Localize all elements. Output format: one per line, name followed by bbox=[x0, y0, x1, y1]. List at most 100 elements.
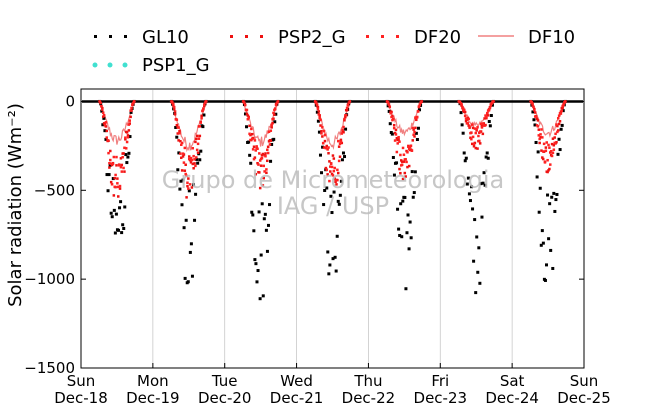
point-gl10-d4-13 bbox=[399, 202, 403, 206]
point-psp2_g-d0-3 bbox=[101, 106, 104, 110]
point-df20-d3-31 bbox=[341, 128, 344, 132]
legend-entry-df10: DF10 bbox=[478, 27, 575, 48]
point-gl10-d0-14 bbox=[112, 208, 116, 212]
legend-entry-psp2_g: PSP2_G bbox=[230, 27, 346, 48]
point-gl10-d4-28 bbox=[414, 131, 418, 135]
point-df20-d1-26 bbox=[193, 158, 196, 161]
point-df20-d6-16 bbox=[543, 161, 547, 164]
point-gl10-d5-7 bbox=[464, 156, 468, 160]
y-tick-label-2: −1000 bbox=[24, 270, 75, 288]
point-df20-d6-3 bbox=[532, 105, 535, 109]
point-gl10-d4-17 bbox=[403, 195, 407, 199]
point-psp2_g-d6-10 bbox=[538, 141, 541, 145]
point-gl10-d4-25 bbox=[411, 195, 415, 199]
point-df20-d4-19 bbox=[402, 153, 406, 157]
point-psp2_g-d2-35 bbox=[273, 113, 276, 116]
point-gl10-d6-26 bbox=[556, 152, 560, 156]
point-df20-d5-12 bbox=[468, 125, 471, 128]
point-df20-d6-6 bbox=[534, 115, 538, 118]
point-df20-d0-4 bbox=[101, 111, 105, 114]
point-df20-d4-7 bbox=[392, 117, 395, 121]
point-df20-d3-30 bbox=[340, 132, 344, 135]
point-df20-d2-23 bbox=[262, 164, 265, 168]
point-psp2_g-d4-11 bbox=[395, 136, 399, 140]
point-psp2_g-d6-36 bbox=[561, 106, 564, 110]
point-psp2_g-d3-19 bbox=[330, 172, 334, 176]
point-psp2_g-d0-20 bbox=[116, 177, 119, 180]
point-psp2_g-d4-14 bbox=[398, 167, 401, 171]
point-psp2_g-d6-32 bbox=[557, 122, 561, 126]
point-df20-d5-27 bbox=[481, 122, 485, 125]
x-tick-label-date-5: Dec-23 bbox=[414, 389, 468, 407]
point-gl10-d4-20 bbox=[406, 213, 410, 217]
point-df20-d3-8 bbox=[321, 126, 324, 129]
point-psp2_g-d5-33 bbox=[486, 114, 490, 117]
point-psp2_g-d2-23 bbox=[262, 176, 265, 180]
point-psp2_g-d4-9 bbox=[393, 131, 397, 135]
point-gl10-d6-14 bbox=[543, 278, 547, 282]
point-gl10-d1-5 bbox=[175, 135, 179, 139]
point-gl10-d2-18 bbox=[260, 202, 264, 206]
point-gl10-d2-13 bbox=[255, 280, 259, 284]
point-gl10-d5-2 bbox=[459, 111, 463, 115]
point-df20-d2-15 bbox=[255, 145, 258, 148]
point-psp2_g-d6-19 bbox=[546, 170, 549, 174]
point-psp2_g-d0-21 bbox=[117, 195, 120, 198]
point-psp2_g-d1-28 bbox=[195, 137, 198, 141]
point-df20-d3-16 bbox=[328, 179, 331, 183]
point-psp2_g-d0-29 bbox=[124, 138, 127, 141]
point-psp2_g-d3-30 bbox=[340, 141, 344, 145]
point-psp2_g-d0-27 bbox=[122, 152, 125, 155]
point-gl10-d2-3 bbox=[245, 125, 249, 129]
x-tick-label-date-3: Dec-21 bbox=[270, 389, 324, 407]
point-psp2_g-d1-4 bbox=[173, 113, 177, 116]
point-psp2_g-d1-15 bbox=[183, 169, 187, 172]
point-df20-d0-27 bbox=[122, 166, 125, 170]
point-df20-d6-31 bbox=[556, 117, 560, 120]
point-psp2_g-d6-25 bbox=[551, 137, 555, 140]
point-df20-d4-26 bbox=[408, 145, 412, 149]
point-df20-d6-20 bbox=[547, 143, 550, 147]
point-psp2_g-d2-14 bbox=[254, 172, 258, 176]
point-psp2_g-d3-4 bbox=[317, 110, 321, 113]
point-gl10-d6-29 bbox=[559, 127, 563, 131]
point-psp2_g-d4-5 bbox=[390, 110, 393, 114]
point-psp2_g-d2-25 bbox=[264, 152, 267, 155]
point-psp2_g-d4-30 bbox=[412, 128, 415, 131]
point-psp2_g-d4-23 bbox=[406, 165, 409, 169]
point-psp2_g-d2-31 bbox=[269, 139, 273, 142]
point-df20-d2-26 bbox=[265, 168, 268, 171]
point-gl10-d1-17 bbox=[187, 189, 191, 193]
point-df20-d3-4 bbox=[317, 113, 321, 116]
point-df20-d0-7 bbox=[104, 121, 108, 124]
point-df20-d5-7 bbox=[463, 114, 467, 118]
point-df20-d2-17 bbox=[257, 163, 260, 166]
point-df20-d5-11 bbox=[467, 117, 470, 121]
point-psp2_g-d1-25 bbox=[192, 167, 195, 170]
point-df20-d6-10 bbox=[538, 137, 541, 141]
point-df20-d4-18 bbox=[401, 146, 405, 150]
point-df20-d0-5 bbox=[102, 113, 106, 117]
point-df20-d0-1 bbox=[99, 101, 102, 105]
point-gl10-d6-3 bbox=[532, 118, 536, 122]
point-df20-d1-22 bbox=[189, 156, 193, 160]
point-df20-d2-13 bbox=[253, 139, 257, 142]
point-df20-d6-4 bbox=[533, 108, 536, 112]
point-gl10-d2-10 bbox=[252, 229, 256, 233]
point-gl10-d1-6 bbox=[176, 168, 180, 172]
point-gl10-d2-27 bbox=[270, 142, 274, 146]
point-gl10-d3-27 bbox=[341, 151, 345, 155]
point-psp2_g-d0-12 bbox=[109, 149, 112, 153]
point-gl10-d4-31 bbox=[418, 108, 422, 112]
point-gl10-d4-5 bbox=[390, 132, 394, 136]
point-psp2_g-d3-20 bbox=[331, 154, 335, 157]
point-gl10-d3-14 bbox=[328, 263, 332, 267]
point-df20-d0-6 bbox=[103, 124, 107, 127]
series-gl10 bbox=[98, 99, 567, 301]
point-gl10-d5-23 bbox=[481, 181, 485, 185]
point-df20-d1-9 bbox=[178, 132, 181, 135]
x-tick-label-day-6: Sat bbox=[500, 372, 525, 390]
point-gl10-d0-21 bbox=[120, 231, 124, 235]
point-psp2_g-d0-13 bbox=[109, 180, 113, 184]
